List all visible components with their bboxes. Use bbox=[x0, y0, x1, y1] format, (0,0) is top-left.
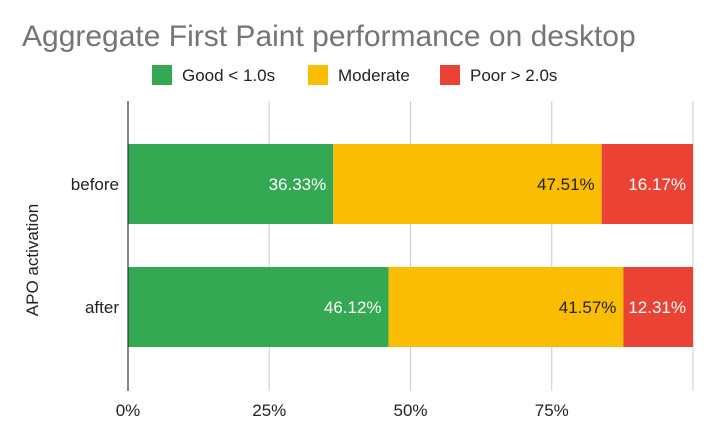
x-tick-label: 0% bbox=[116, 401, 141, 420]
bar-segment bbox=[128, 144, 334, 224]
category-label: after bbox=[85, 298, 119, 317]
bar-segment bbox=[333, 144, 602, 224]
data-label: 41.57% bbox=[559, 298, 617, 317]
legend: Good < 1.0s Moderate Poor > 2.0s bbox=[152, 65, 557, 85]
legend-label: Poor > 2.0s bbox=[470, 66, 557, 85]
legend-swatch bbox=[308, 65, 328, 85]
data-label: 36.33% bbox=[269, 175, 327, 194]
legend-label: Good < 1.0s bbox=[182, 66, 275, 85]
data-label: 47.51% bbox=[537, 175, 595, 194]
bar-segment bbox=[388, 267, 624, 347]
data-label: 46.12% bbox=[324, 298, 382, 317]
x-tick-label: 25% bbox=[252, 401, 286, 420]
x-tick-label: 50% bbox=[393, 401, 427, 420]
data-labels: 36.33% 47.51% 16.17% 46.12% 41.57% 12.31% bbox=[269, 175, 686, 317]
x-tick-label: 75% bbox=[535, 401, 569, 420]
legend-swatch bbox=[440, 65, 460, 85]
category-label: before bbox=[71, 175, 119, 194]
data-label: 12.31% bbox=[628, 298, 686, 317]
legend-label: Moderate bbox=[338, 66, 410, 85]
y-axis-title: APO activation bbox=[23, 204, 42, 316]
bar-segment bbox=[601, 144, 693, 224]
bars bbox=[128, 144, 693, 347]
category-labels: before after bbox=[71, 175, 120, 317]
bar-segment bbox=[623, 267, 693, 347]
bar-segment bbox=[128, 267, 389, 347]
chart-title: Aggregate First Paint performance on des… bbox=[22, 20, 636, 53]
data-label: 16.17% bbox=[628, 175, 686, 194]
legend-swatch bbox=[152, 65, 172, 85]
x-axis-ticks: 0% 25% 50% 75% bbox=[116, 401, 569, 420]
